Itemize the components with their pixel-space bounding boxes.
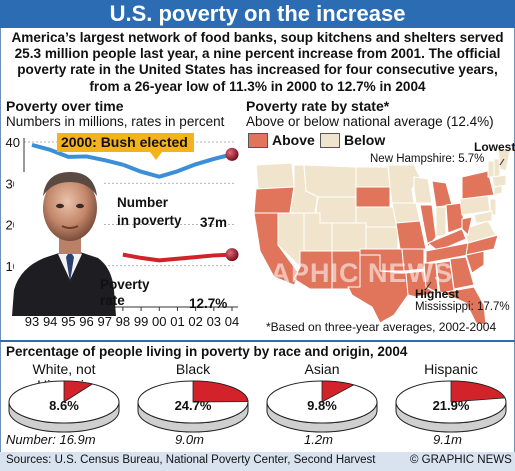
state-ky — [427, 228, 467, 252]
rate-label-line2: rate — [100, 293, 125, 308]
race-heading: Percentage of people living in poverty b… — [6, 344, 408, 359]
state-mo — [395, 220, 427, 250]
bush-callout-pointer — [150, 152, 162, 160]
pie-value-label: 8.6% — [49, 398, 79, 413]
lowest-text: New Hampshire: 5.7% — [370, 153, 485, 165]
x-tick-label: 02 — [188, 314, 202, 329]
x-tick-label: 04 — [225, 314, 239, 329]
x-tick-label: 01 — [170, 314, 184, 329]
pie-chart — [137, 380, 249, 433]
x-tick-label: 03 — [207, 314, 221, 329]
rate-label: Poverty rate — [100, 277, 150, 309]
highest-text: Mississippi: 17.7% — [415, 301, 510, 313]
line-chart-subheading: Numbers in millions, rates in percent — [6, 114, 225, 129]
footer-credit: © GRAPHIC NEWS — [410, 454, 512, 466]
state-co — [331, 222, 367, 252]
section-divider — [0, 340, 515, 342]
pie-number-label: Number: 16.9m — [6, 432, 96, 447]
pie-chart — [266, 380, 378, 433]
x-tick-label: 97 — [97, 314, 111, 329]
president-portrait — [12, 172, 116, 317]
legend-above-label: Above — [272, 132, 315, 148]
line-chart-heading: Poverty over time — [6, 98, 124, 114]
x-tick-label: 93 — [25, 314, 39, 329]
state-mn — [387, 164, 421, 204]
x-tick-label: 94 — [43, 314, 57, 329]
pie-category-label: Black — [175, 361, 211, 377]
pie-category-label: Hispanic — [424, 361, 478, 377]
state-tx — [347, 254, 409, 324]
bush-callout — [57, 133, 194, 152]
pie-value-label: 24.7% — [174, 398, 212, 413]
pie-value-label: 21.9% — [432, 398, 470, 413]
state-ma — [491, 174, 507, 188]
y-tick-label: 40 — [6, 135, 20, 150]
endpoint-dot-number — [225, 147, 239, 161]
pie-category-label: Asian — [304, 361, 340, 377]
state-in — [435, 206, 447, 238]
map-subheading: Above or below national average (12.4%) — [246, 114, 494, 129]
x-tick-label: 95 — [61, 314, 75, 329]
state-mt — [303, 164, 357, 198]
map-footnote: *Based on three-year averages, 2002-2004 — [266, 320, 497, 334]
state-me — [497, 147, 510, 172]
state-va — [463, 220, 497, 244]
x-tick-label: 96 — [79, 314, 93, 329]
pie-value-label: 9.8% — [307, 398, 337, 413]
x-tick-label: 99 — [134, 314, 148, 329]
state-mi — [431, 180, 453, 208]
state-wa — [255, 162, 295, 190]
state-vt — [487, 160, 495, 178]
pie-chart — [395, 380, 507, 433]
series-line-number-early — [31, 142, 124, 167]
endpoint-dot-rate — [225, 248, 239, 262]
number-label-line1: Number — [117, 195, 169, 210]
legend-above-swatch — [248, 133, 268, 148]
pie-slice — [450, 380, 506, 403]
state-sd — [355, 186, 391, 208]
x-tick-label: 00 — [152, 314, 166, 329]
us-state-map — [253, 147, 510, 326]
legend-below-swatch — [320, 133, 340, 148]
state-nd — [355, 166, 391, 188]
state-ga — [449, 256, 475, 290]
number-label: Number in poverty — [117, 194, 182, 230]
rate-label-line1: Poverty — [100, 277, 150, 292]
pie-slice — [63, 380, 94, 403]
footer-bar — [0, 452, 515, 471]
state-la — [405, 270, 438, 298]
footer-sources: Sources: U.S. Census Bureau, National Po… — [6, 454, 376, 466]
pie-chart — [8, 380, 120, 433]
pie-number-label: 1.2m — [304, 432, 333, 447]
watermark-text: GRAPHIC NEWS — [228, 258, 454, 288]
pie-slice — [192, 380, 249, 403]
state-wi — [413, 176, 433, 204]
highest-title: Highest — [415, 287, 460, 301]
bush-callout-text: 2000: Bush elected — [61, 134, 188, 150]
lowest-title: Lowest — [474, 140, 515, 154]
state-fl — [439, 286, 487, 326]
rate-value: 12.7% — [189, 296, 228, 311]
legend-below-label: Below — [344, 132, 386, 148]
pie-number-label: 9.0m — [175, 432, 204, 447]
state-md — [473, 210, 493, 224]
title-bar — [0, 0, 515, 28]
state-or — [253, 186, 295, 214]
number-label-line2: in poverty — [117, 213, 182, 228]
state-wv — [461, 216, 473, 236]
pie-slice — [321, 380, 355, 403]
number-value: 37m — [200, 215, 228, 230]
map-heading: Poverty rate by state* — [246, 98, 390, 114]
series-line-number — [122, 152, 233, 179]
state-ia — [391, 202, 421, 224]
series-line-rate — [122, 252, 233, 263]
intro-text: America’s largest network of food banks,… — [11, 30, 504, 94]
state-ks — [365, 226, 399, 250]
x-tick-label: 98 — [116, 314, 130, 329]
state-ms — [423, 262, 439, 294]
pie-number-label: 9.1m — [433, 432, 462, 447]
page-title: U.S. poverty on the increase — [109, 1, 406, 26]
